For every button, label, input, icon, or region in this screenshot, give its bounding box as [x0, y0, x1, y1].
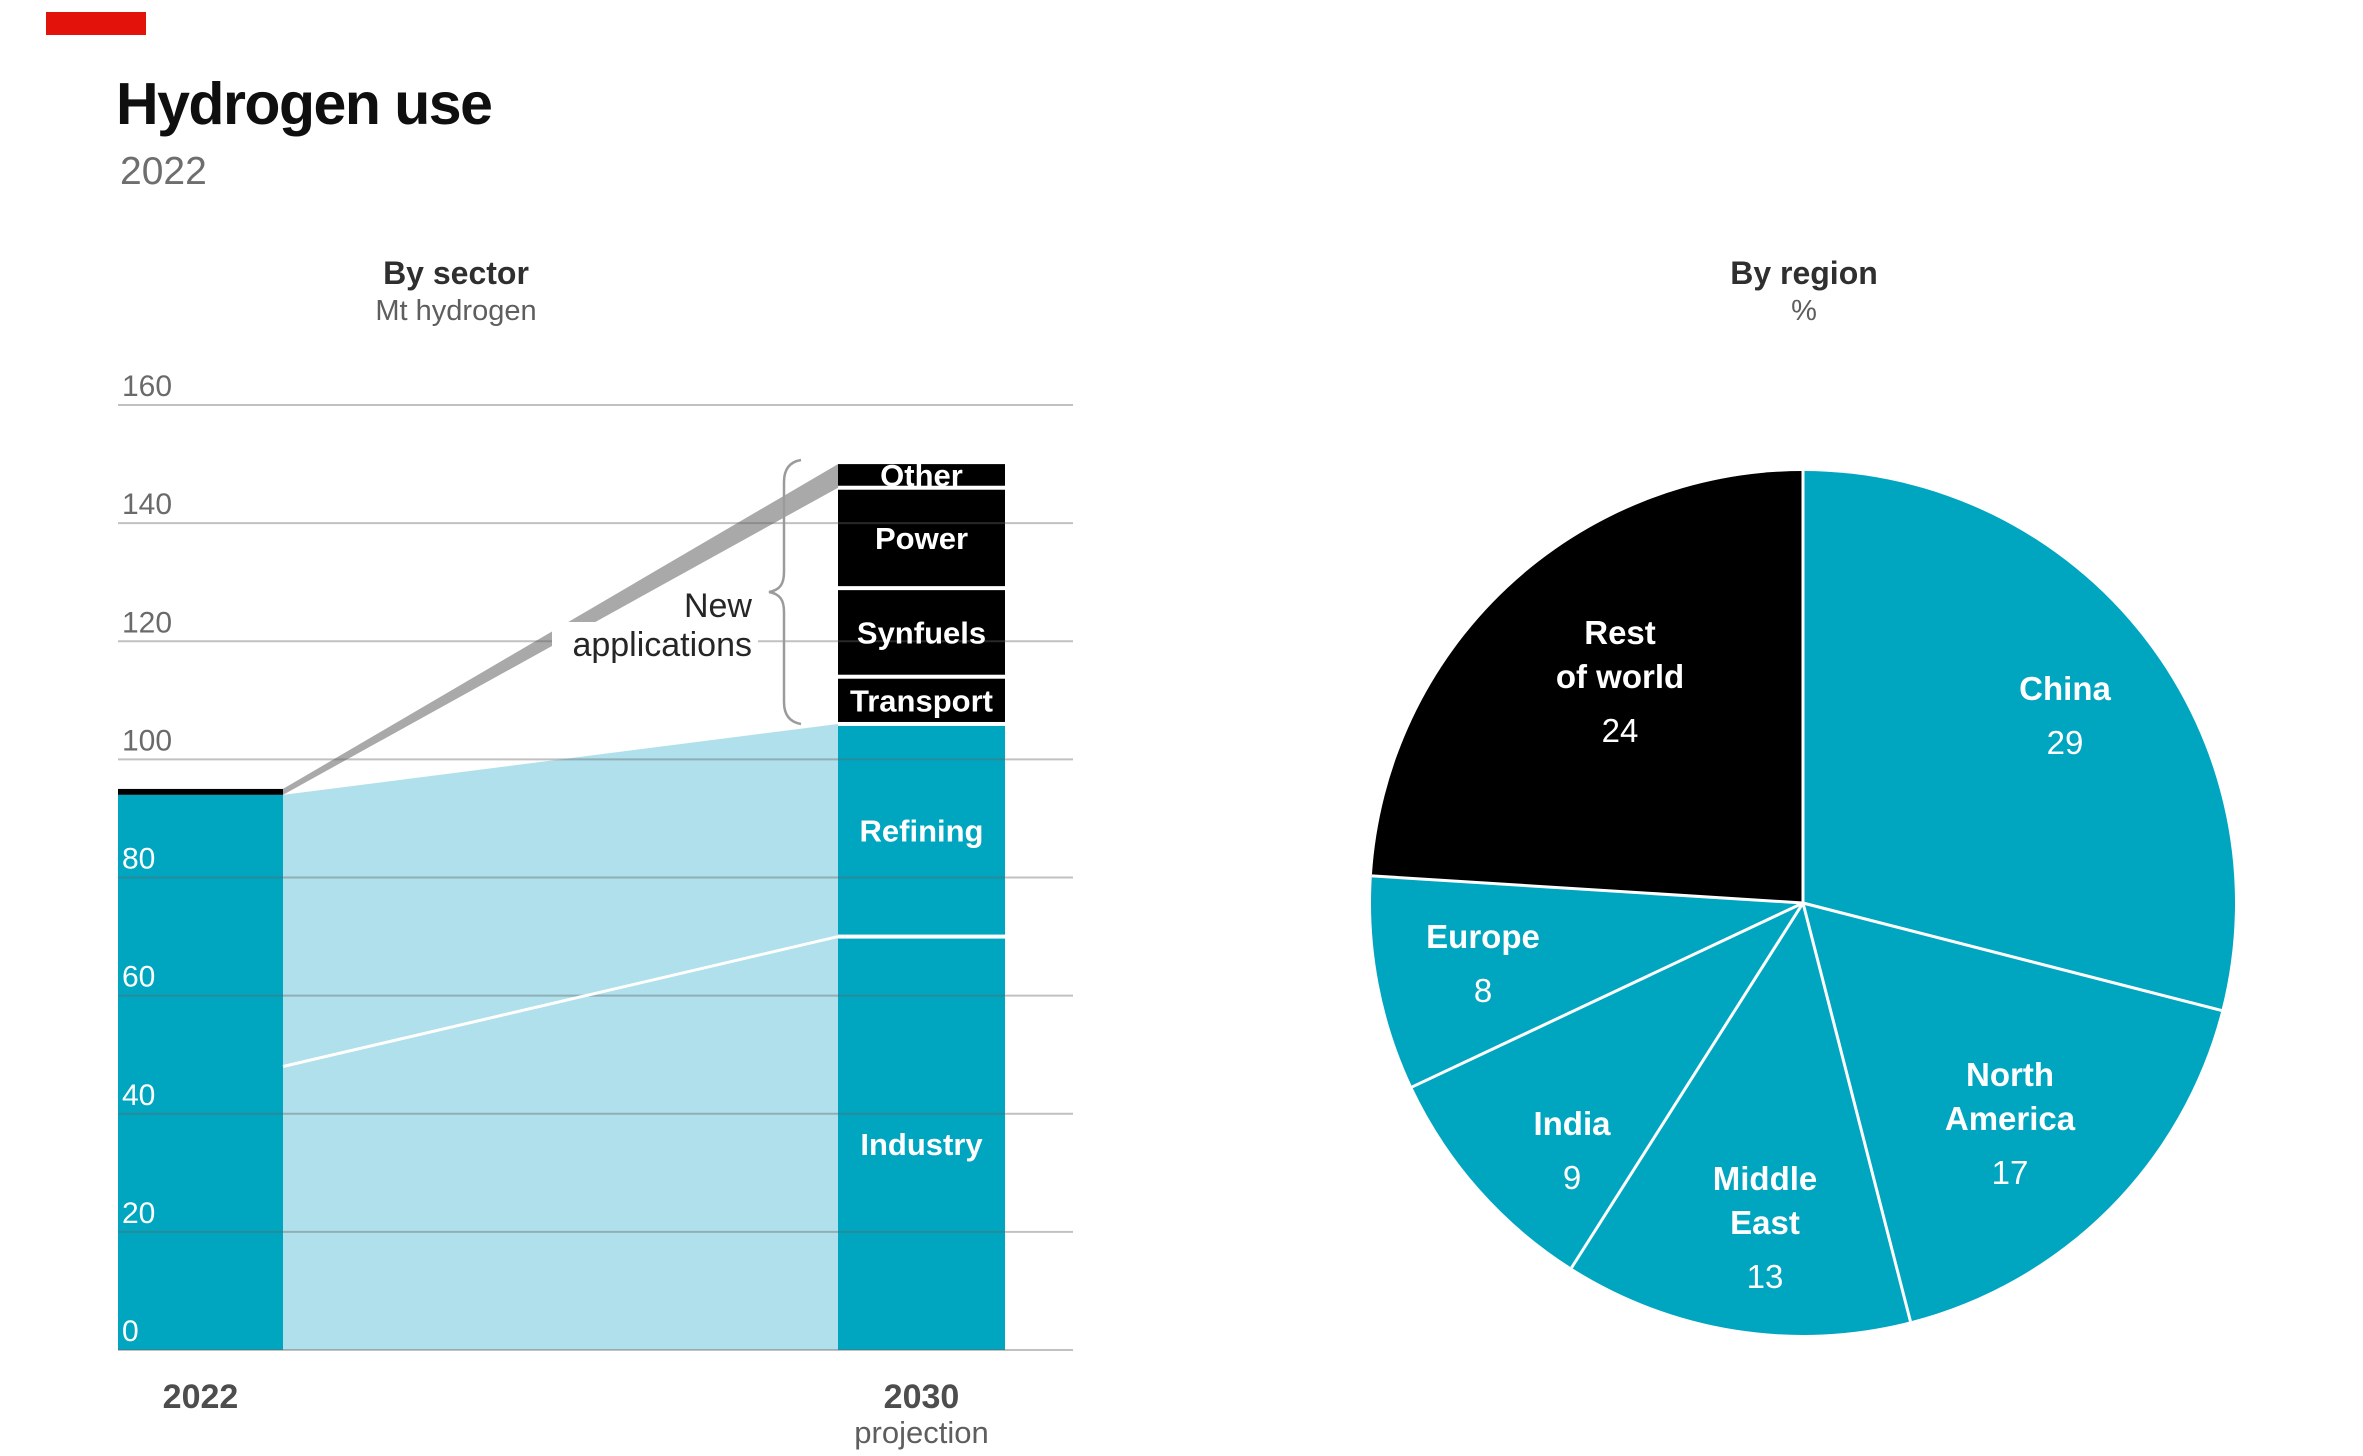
- segment-label-industry: Industry: [860, 1127, 983, 1162]
- pie-label-europe-line-1: Europe: [1426, 918, 1540, 955]
- annotation-line-2: applications: [572, 626, 752, 664]
- pie-slice-middle-east: [1571, 903, 1911, 1335]
- pie-label-china-line-1: China: [2019, 670, 2111, 707]
- segment-label-synfuels: Synfuels: [857, 615, 986, 650]
- bar-2022-segment-industry: [118, 1066, 283, 1350]
- pie-label-middle-east-line-1: Middle: [1713, 1160, 1818, 1197]
- flow-split-line: [282, 935, 839, 1068]
- sector-chart-title: By sector: [383, 255, 529, 291]
- bar-2030-segment-synfuels: [838, 590, 1005, 675]
- x-label-2022: 2022: [163, 1378, 239, 1416]
- y-tick-label-140: 140: [122, 488, 172, 521]
- bar-2022-segment-new-applications: [118, 788, 283, 795]
- y-tick-label-60: 60: [122, 961, 155, 994]
- pie-slice-china: [1803, 471, 2235, 1011]
- pie-slice-north-america: [1803, 903, 2222, 1322]
- pie-separator-2: [1801, 902, 1912, 1322]
- pie-label-north-america-line-2: America: [1945, 1100, 2076, 1137]
- region-chart-header: By region %: [1730, 255, 1878, 328]
- bar-2022-segment-refining: [118, 794, 283, 1067]
- y-tick-label-120: 120: [122, 606, 172, 639]
- region-chart-unit: %: [1791, 295, 1817, 327]
- pie-value-rest-of-world: 24: [1602, 712, 1639, 749]
- annotation-background: [552, 622, 758, 660]
- pie-value-india: 9: [1563, 1159, 1581, 1196]
- pie-label-rest-of-world-line-2: of world: [1556, 658, 1684, 695]
- annotation-line-1: New: [684, 587, 752, 625]
- pie-value-europe: 8: [1474, 972, 1492, 1009]
- segment-label-power: Power: [875, 521, 968, 556]
- pie-slice-india: [1412, 903, 1803, 1268]
- pie-label-north-america-line-1: North: [1966, 1056, 2054, 1093]
- page-subtitle: 2022: [120, 150, 207, 193]
- brand-red-tab: [46, 12, 146, 35]
- annotation-brace: [768, 458, 802, 726]
- pie-slice-europe: [1371, 875, 1803, 1087]
- y-tick-label-100: 100: [122, 724, 172, 757]
- bar-2030-segment-power: [838, 489, 1005, 587]
- y-tick-label-160: 160: [122, 370, 172, 403]
- x-label-2030: 2030: [884, 1378, 960, 1416]
- segment-label-transport: Transport: [850, 683, 993, 718]
- page-title: Hydrogen use: [116, 71, 493, 137]
- pie-separator-4: [1411, 901, 1804, 1089]
- x-sublabel-projection: projection: [854, 1415, 988, 1450]
- pie-label-india-line-1: India: [1533, 1105, 1611, 1142]
- pie-slice-rest-of-world: [1371, 471, 1803, 903]
- pie-label-rest-of-world-line-1: Rest: [1584, 614, 1656, 651]
- segment-label-refining: Refining: [860, 813, 984, 848]
- y-tick-label-0: 0: [122, 1315, 139, 1348]
- pie-label-middle-east-line-2: East: [1730, 1204, 1800, 1241]
- bar-2030-segment-industry: [838, 938, 1005, 1350]
- y-tick-label-20: 20: [122, 1197, 155, 1230]
- pie-separator-3: [1570, 902, 1805, 1269]
- pie-value-middle-east: 13: [1747, 1258, 1784, 1295]
- bar-2030-segment-transport: [838, 678, 1005, 722]
- pie-value-china: 29: [2047, 724, 2084, 761]
- segment-label-other: Other: [880, 458, 963, 493]
- pie-separator-5: [1371, 874, 1804, 905]
- sector-chart-header: By sector Mt hydrogen: [375, 255, 536, 328]
- y-tick-label-40: 40: [122, 1079, 155, 1112]
- bar-2030-segment-other: [838, 464, 1005, 486]
- bar-2030-segment-refining: [838, 725, 1005, 935]
- region-chart-title: By region: [1730, 255, 1878, 291]
- pie-separator-1: [1802, 901, 2222, 1012]
- y-tick-label-80: 80: [122, 843, 155, 876]
- flow-band-existing-uses: [283, 723, 838, 1350]
- sector-chart-unit: Mt hydrogen: [375, 295, 537, 327]
- pie-value-north-america: 17: [1992, 1154, 2029, 1191]
